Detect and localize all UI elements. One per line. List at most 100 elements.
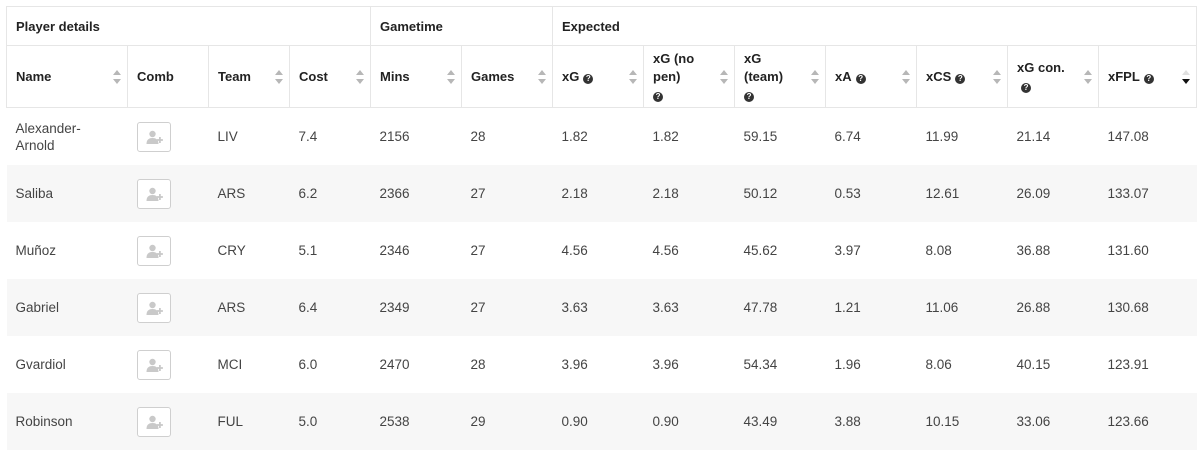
cell-xg-con: 26.88 [1007, 279, 1099, 336]
add-to-comparison-button[interactable] [136, 178, 171, 209]
column-header-row: Name Comb Team Cost Mins Games xG? xG (n… [6, 45, 1198, 108]
cell-xg: 3.63 [552, 279, 644, 336]
col-header-label: xCS [926, 68, 952, 84]
table-row: Muñoz CRY 5.1 2346 27 4.56 4.56 45.62 3.97 8.08 36… [7, 222, 1197, 279]
cell-games: 27 [461, 165, 553, 222]
add-user-icon [146, 415, 163, 429]
add-user-icon [146, 301, 163, 315]
cell-xg-team: 59.15 [743, 129, 778, 144]
cell-xg-team: 47.78 [734, 279, 826, 336]
cell-xa: 1.96 [834, 357, 861, 372]
add-to-comparison-button[interactable] [136, 235, 171, 266]
col-header-label: Mins [380, 68, 410, 84]
sort-icon[interactable] [447, 69, 456, 84]
cell-team: CRY [217, 243, 246, 258]
sort-icon[interactable] [811, 69, 820, 84]
sort-icon[interactable] [720, 69, 729, 84]
cell-mins: 2349 [370, 279, 462, 336]
add-to-comparison-button[interactable] [136, 292, 171, 323]
cell-xg: 3.96 [561, 357, 588, 372]
cell-name: Muñoz [15, 243, 57, 258]
add-to-comparison-button[interactable] [136, 406, 171, 437]
cell-team: ARS [208, 279, 290, 336]
help-icon[interactable]: ? [1021, 82, 1032, 93]
help-icon[interactable]: ? [583, 73, 594, 84]
col-header-xcs[interactable]: xCS? [916, 45, 1009, 108]
col-header-xg-team[interactable]: xG (team)? [734, 45, 827, 108]
cell-xfpl: 131.60 [1107, 243, 1149, 258]
cell-xfpl: 123.66 [1098, 393, 1197, 450]
col-header-games[interactable]: Games [461, 45, 554, 108]
sort-icon[interactable] [993, 69, 1002, 84]
group-player-details: Player details [5, 6, 372, 46]
cell-name: Alexander-Arnold [15, 120, 81, 153]
help-icon[interactable]: ? [855, 73, 866, 84]
add-to-comparison-button[interactable] [136, 121, 171, 152]
cell-xg: 2.18 [552, 165, 644, 222]
cell-comb [128, 108, 209, 166]
cell-cost: 5.0 [289, 393, 371, 450]
cell-mins: 2156 [379, 129, 410, 144]
cell-xcs: 8.08 [925, 243, 952, 258]
help-icon[interactable]: ? [955, 73, 966, 84]
cell-xa: 0.53 [825, 165, 917, 222]
add-to-comparison-button[interactable] [136, 349, 171, 380]
col-header-cost[interactable]: Cost [288, 45, 372, 108]
sort-icon[interactable] [275, 69, 283, 84]
cell-xg-con: 33.06 [1007, 393, 1099, 450]
col-header-label: xFPL [1108, 68, 1140, 84]
cell-xg-con: 26.09 [1007, 165, 1099, 222]
cell-games: 27 [461, 279, 553, 336]
sort-icon[interactable] [629, 69, 638, 84]
group-expected: Expected [552, 6, 1198, 46]
sort-icon[interactable] [538, 69, 547, 84]
col-header-label: Name [16, 68, 52, 84]
cell-xg: 0.90 [552, 393, 644, 450]
col-header-team[interactable]: Team [208, 45, 290, 108]
col-header-label: Games [471, 68, 515, 84]
cell-cost: 6.4 [289, 279, 371, 336]
sort-desc-icon[interactable] [1182, 69, 1191, 84]
cell-name: Saliba [6, 165, 128, 222]
cell-team: FUL [208, 393, 290, 450]
cell-xg-con: 36.88 [1016, 243, 1051, 258]
col-header-comb: Comb [127, 45, 209, 108]
cell-team: ARS [208, 165, 290, 222]
cell-xg-no-pen: 3.63 [643, 279, 735, 336]
col-header-label: Team [218, 68, 251, 84]
col-header-xg-no-pen[interactable]: xG (no pen)? [643, 45, 736, 108]
sort-icon[interactable] [356, 69, 365, 84]
col-header-xg[interactable]: xG? [552, 45, 645, 108]
cell-name: Gvardiol [15, 357, 66, 372]
col-header-label: xG [562, 68, 580, 84]
help-icon[interactable]: ? [744, 91, 755, 102]
cell-comb [128, 222, 209, 279]
cell-xa: 3.88 [825, 393, 917, 450]
cell-xcs: 12.61 [916, 165, 1008, 222]
help-icon[interactable]: ? [653, 91, 664, 102]
cell-games: 27 [470, 243, 486, 258]
cell-comb [128, 336, 209, 393]
col-header-xg-con[interactable]: xG con.? [1007, 45, 1100, 108]
group-header-row: Player details Gametime Expected [5, 6, 1198, 46]
sort-icon[interactable] [113, 69, 121, 84]
cell-mins: 2346 [379, 243, 410, 258]
cell-xg-con: 21.14 [1016, 129, 1051, 144]
sort-icon[interactable] [902, 69, 911, 84]
col-header-xfpl[interactable]: xFPL? [1098, 45, 1198, 108]
cell-xg-no-pen: 3.96 [652, 357, 679, 372]
help-icon[interactable]: ? [1143, 73, 1154, 84]
table-row: Gvardiol MCI 6.0 2470 28 3.96 3.96 54.34 1.96 8.0… [7, 336, 1197, 393]
cell-xcs: 8.06 [925, 357, 952, 372]
sort-icon[interactable] [1084, 69, 1093, 84]
group-gametime: Gametime [370, 6, 554, 46]
cell-xg-no-pen: 4.56 [652, 243, 679, 258]
cell-name: Gabriel [6, 279, 128, 336]
col-header-mins[interactable]: Mins [370, 45, 463, 108]
table-row: Robinson FUL 5.0 2538 29 0.90 0.90 43.49 3.88 10.… [6, 393, 1197, 450]
col-header-name[interactable]: Name [6, 45, 128, 108]
col-header-xa[interactable]: xA? [825, 45, 918, 108]
cell-games: 29 [461, 393, 553, 450]
cell-cost: 7.4 [298, 129, 318, 144]
cell-xfpl: 133.07 [1098, 165, 1197, 222]
